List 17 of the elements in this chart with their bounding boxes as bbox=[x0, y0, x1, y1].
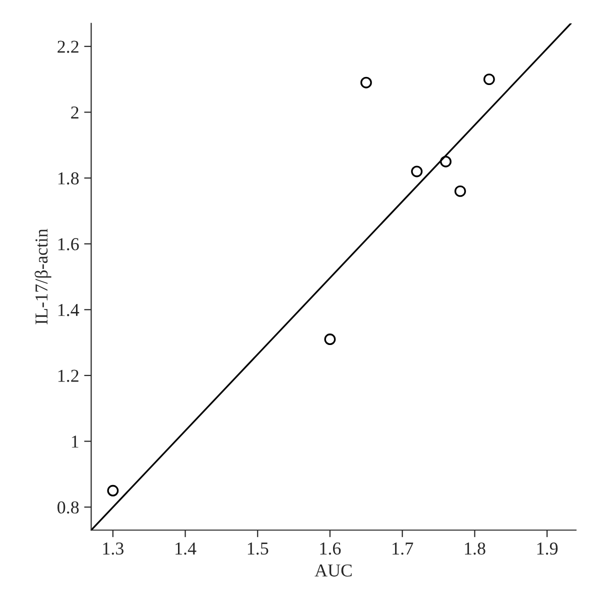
x-tick-label: 1.6 bbox=[320, 542, 341, 555]
y-axis-title: IL-17/β-actin bbox=[34, 228, 52, 324]
y-tick-label: 2 bbox=[71, 106, 78, 118]
x-axis-title: AUC bbox=[314, 564, 352, 577]
y-tick-label: 1.4 bbox=[58, 304, 80, 316]
y-tick-label: 1.8 bbox=[58, 172, 79, 185]
y-tick-label: 0.8 bbox=[58, 501, 79, 514]
x-tick-label: 1.3 bbox=[103, 542, 124, 555]
x-tick-label: 1.5 bbox=[248, 542, 268, 555]
y-tick-label: 1 bbox=[72, 436, 78, 448]
y-tick-label: 1.2 bbox=[58, 370, 78, 382]
x-tick-label: 1.9 bbox=[537, 542, 558, 555]
x-tick-label: 1.4 bbox=[176, 542, 196, 555]
y-tick-label: 2.2 bbox=[58, 40, 78, 53]
y-tick-label: 1.6 bbox=[58, 238, 79, 250]
x-tick-label: 1.7 bbox=[392, 542, 414, 555]
x-tick-label: 1.8 bbox=[465, 542, 486, 555]
